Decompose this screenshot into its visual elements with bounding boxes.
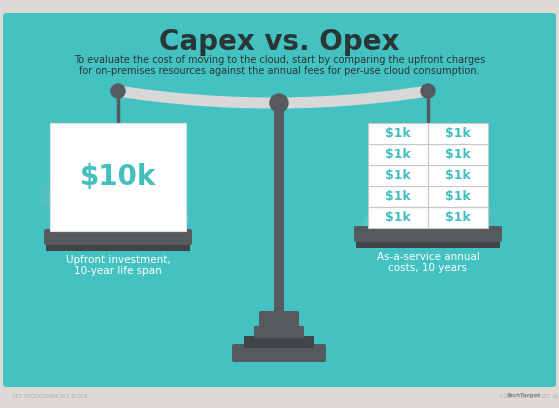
Circle shape (427, 184, 456, 213)
Circle shape (96, 183, 127, 214)
Circle shape (433, 178, 467, 211)
Text: $1k: $1k (385, 190, 411, 203)
Text: $1k: $1k (385, 127, 411, 140)
Text: As-a-service annual: As-a-service annual (377, 252, 480, 262)
Text: $1k: $1k (385, 211, 411, 224)
Circle shape (471, 200, 491, 220)
Circle shape (49, 183, 80, 214)
Circle shape (367, 217, 386, 235)
Circle shape (421, 84, 435, 98)
Circle shape (379, 203, 401, 225)
Text: Upfront investment,: Upfront investment, (65, 255, 170, 265)
Text: $10k: $10k (80, 163, 156, 191)
FancyBboxPatch shape (44, 229, 192, 245)
Circle shape (444, 184, 473, 213)
Circle shape (150, 196, 174, 220)
FancyBboxPatch shape (50, 123, 186, 231)
FancyBboxPatch shape (368, 123, 428, 144)
Circle shape (417, 199, 443, 226)
FancyBboxPatch shape (428, 165, 488, 186)
Circle shape (374, 206, 394, 226)
FancyBboxPatch shape (428, 207, 488, 228)
FancyBboxPatch shape (232, 344, 326, 362)
Text: Capex vs. Opex: Capex vs. Opex (159, 28, 400, 56)
Circle shape (111, 84, 125, 98)
FancyBboxPatch shape (428, 123, 488, 144)
Circle shape (377, 210, 402, 236)
Text: To evaluate the cost of moving to the cloud, start by comparing the upfront char: To evaluate the cost of moving to the cl… (74, 55, 485, 65)
FancyBboxPatch shape (428, 186, 488, 207)
Text: $1k: $1k (445, 211, 471, 224)
Circle shape (141, 192, 168, 219)
Circle shape (432, 189, 468, 227)
Circle shape (82, 164, 115, 198)
Text: $1k: $1k (445, 148, 471, 161)
Text: costs, 10 years: costs, 10 years (389, 263, 467, 273)
Text: $1k: $1k (445, 127, 471, 140)
Circle shape (66, 171, 110, 215)
FancyBboxPatch shape (259, 311, 299, 330)
FancyBboxPatch shape (46, 243, 190, 251)
Circle shape (362, 218, 376, 231)
Circle shape (136, 196, 159, 220)
Text: $1k: $1k (385, 148, 411, 161)
Text: $1k: $1k (445, 169, 471, 182)
Circle shape (270, 94, 288, 112)
Circle shape (160, 209, 182, 231)
FancyBboxPatch shape (368, 186, 428, 207)
Circle shape (128, 209, 150, 231)
FancyBboxPatch shape (368, 144, 428, 165)
Text: ©2021 TECHTARGET. ALL RIGHTS RESERVED.: ©2021 TECHTARGET. ALL RIGHTS RESERVED. (499, 393, 559, 399)
FancyBboxPatch shape (3, 13, 556, 387)
FancyBboxPatch shape (274, 103, 284, 315)
Circle shape (457, 199, 483, 226)
Circle shape (409, 200, 429, 220)
FancyBboxPatch shape (368, 207, 428, 228)
Circle shape (40, 184, 63, 207)
Text: 10-year life span: 10-year life span (74, 266, 162, 276)
FancyBboxPatch shape (354, 226, 502, 242)
Circle shape (404, 218, 418, 231)
Text: for on-premises resources against the annual fees for per-use cloud consumption.: for on-premises resources against the an… (79, 66, 480, 76)
Text: GET ISTOCK/GKNUCKLE STOCK: GET ISTOCK/GKNUCKLE STOCK (12, 393, 88, 399)
Circle shape (386, 206, 406, 226)
FancyBboxPatch shape (368, 165, 428, 186)
FancyBboxPatch shape (428, 144, 488, 165)
Text: $1k: $1k (445, 190, 471, 203)
Circle shape (395, 217, 413, 235)
Circle shape (140, 201, 170, 231)
FancyBboxPatch shape (356, 240, 500, 248)
Circle shape (122, 210, 138, 226)
Circle shape (172, 210, 188, 226)
FancyBboxPatch shape (244, 336, 314, 348)
FancyBboxPatch shape (254, 326, 304, 338)
Circle shape (113, 184, 136, 207)
Text: TechTarget: TechTarget (507, 393, 541, 399)
Circle shape (69, 158, 107, 197)
Circle shape (61, 164, 94, 198)
Text: $1k: $1k (385, 169, 411, 182)
